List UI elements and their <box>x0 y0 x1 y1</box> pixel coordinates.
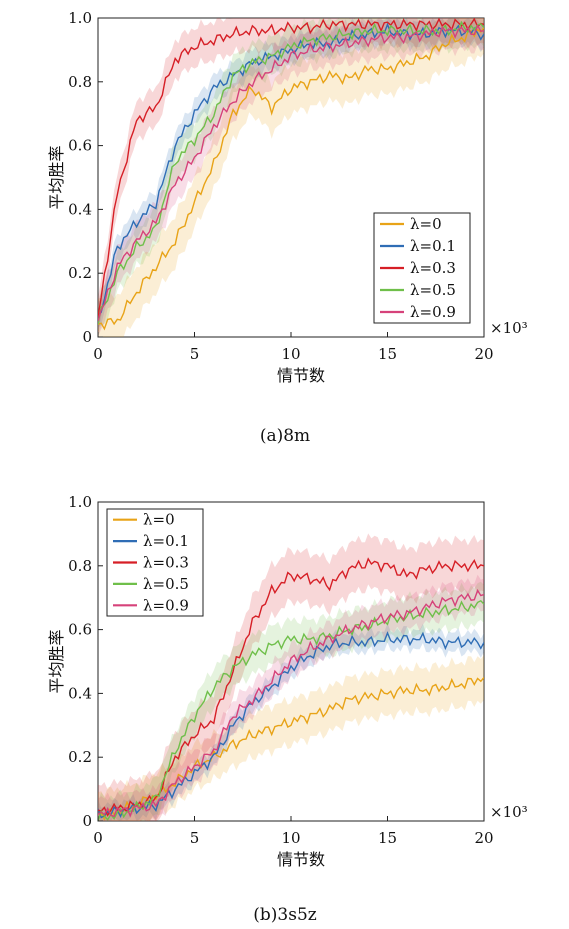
series-band-4 <box>98 574 484 821</box>
legend: λ=0 λ=0.1 λ=0.3 λ=0.5 λ=0.9 <box>106 508 204 617</box>
y-tick-label: 1.0 <box>68 493 92 511</box>
series-line-1 <box>98 631 484 819</box>
legend-label: λ=0 <box>143 511 175 529</box>
series-band-3 <box>98 581 484 821</box>
series-band-3 <box>98 18 484 337</box>
x-tick-label: 20 <box>474 829 493 847</box>
figure-caption: (b)3s5z <box>253 905 317 925</box>
y-tick-label: 0.6 <box>68 621 92 639</box>
x-tick-label: 5 <box>190 829 200 847</box>
series-line-4 <box>98 24 484 322</box>
x-tick-label: 0 <box>93 829 103 847</box>
x-axis-multiplier: ×10³ <box>490 803 528 821</box>
legend-label: λ=0.3 <box>143 554 189 572</box>
series-band-0 <box>98 18 484 337</box>
x-axis-label: 情节数 <box>277 366 325 385</box>
y-tick-label: 0.4 <box>68 200 92 218</box>
series-band-0 <box>98 655 484 821</box>
series-line-2 <box>98 18 484 317</box>
legend-label: λ=0.1 <box>143 532 189 550</box>
x-axis-multiplier: ×10³ <box>490 319 528 337</box>
chart-panel-3s5z: 0 5 10 15 2000.20.40.60.81.0情节数平均胜率×10³λ=0λ=… <box>47 493 528 925</box>
legend-label: λ=0.5 <box>410 281 456 299</box>
x-tick-label: 5 <box>190 345 200 363</box>
y-axis-label: 平均胜率 <box>47 629 66 693</box>
legend-label: λ=0.5 <box>143 575 189 593</box>
figure-caption: (a)8m <box>260 426 310 446</box>
y-axis-label: 平均胜率 <box>47 145 66 209</box>
legend: λ=0 λ=0.1 λ=0.3 λ=0.5 λ=0.9 <box>373 212 471 324</box>
x-tick-label: 0 <box>93 345 103 363</box>
y-tick-label: 0 <box>82 812 92 830</box>
legend-label: λ=0.3 <box>410 259 456 277</box>
y-tick-label: 0 <box>82 328 92 346</box>
series-line-3 <box>98 20 484 325</box>
y-tick-label: 0.6 <box>68 137 92 155</box>
legend-label: λ=0.9 <box>143 596 189 614</box>
series-band-4 <box>98 18 484 337</box>
series-line-0 <box>98 27 484 331</box>
y-tick-label: 0.8 <box>68 73 92 91</box>
y-tick-label: 0.2 <box>68 748 92 766</box>
series-line-2 <box>98 557 484 817</box>
y-tick-label: 0.4 <box>68 684 92 702</box>
legend-label: λ=0.9 <box>410 303 456 321</box>
y-tick-label: 1.0 <box>68 9 92 27</box>
x-tick-label: 15 <box>378 345 397 363</box>
series-line-4 <box>98 588 484 818</box>
x-axis-label: 情节数 <box>277 850 325 869</box>
x-tick-label: 15 <box>378 829 397 847</box>
chart-panel-8m: 0 5 10 15 2000.20.40.60.81.0情节数平均胜率×10³λ=0λ=… <box>47 9 528 446</box>
legend-label: λ=0 <box>410 215 442 233</box>
series-group <box>98 18 484 337</box>
y-tick-label: 0.8 <box>68 557 92 575</box>
legend-label: λ=0.1 <box>410 237 456 255</box>
series-group <box>98 533 484 821</box>
series-band-2 <box>98 533 484 821</box>
y-tick-label: 0.2 <box>68 264 92 282</box>
x-tick-label: 10 <box>281 829 300 847</box>
series-band-1 <box>98 18 484 328</box>
x-tick-label: 20 <box>474 345 493 363</box>
x-tick-label: 10 <box>281 345 300 363</box>
